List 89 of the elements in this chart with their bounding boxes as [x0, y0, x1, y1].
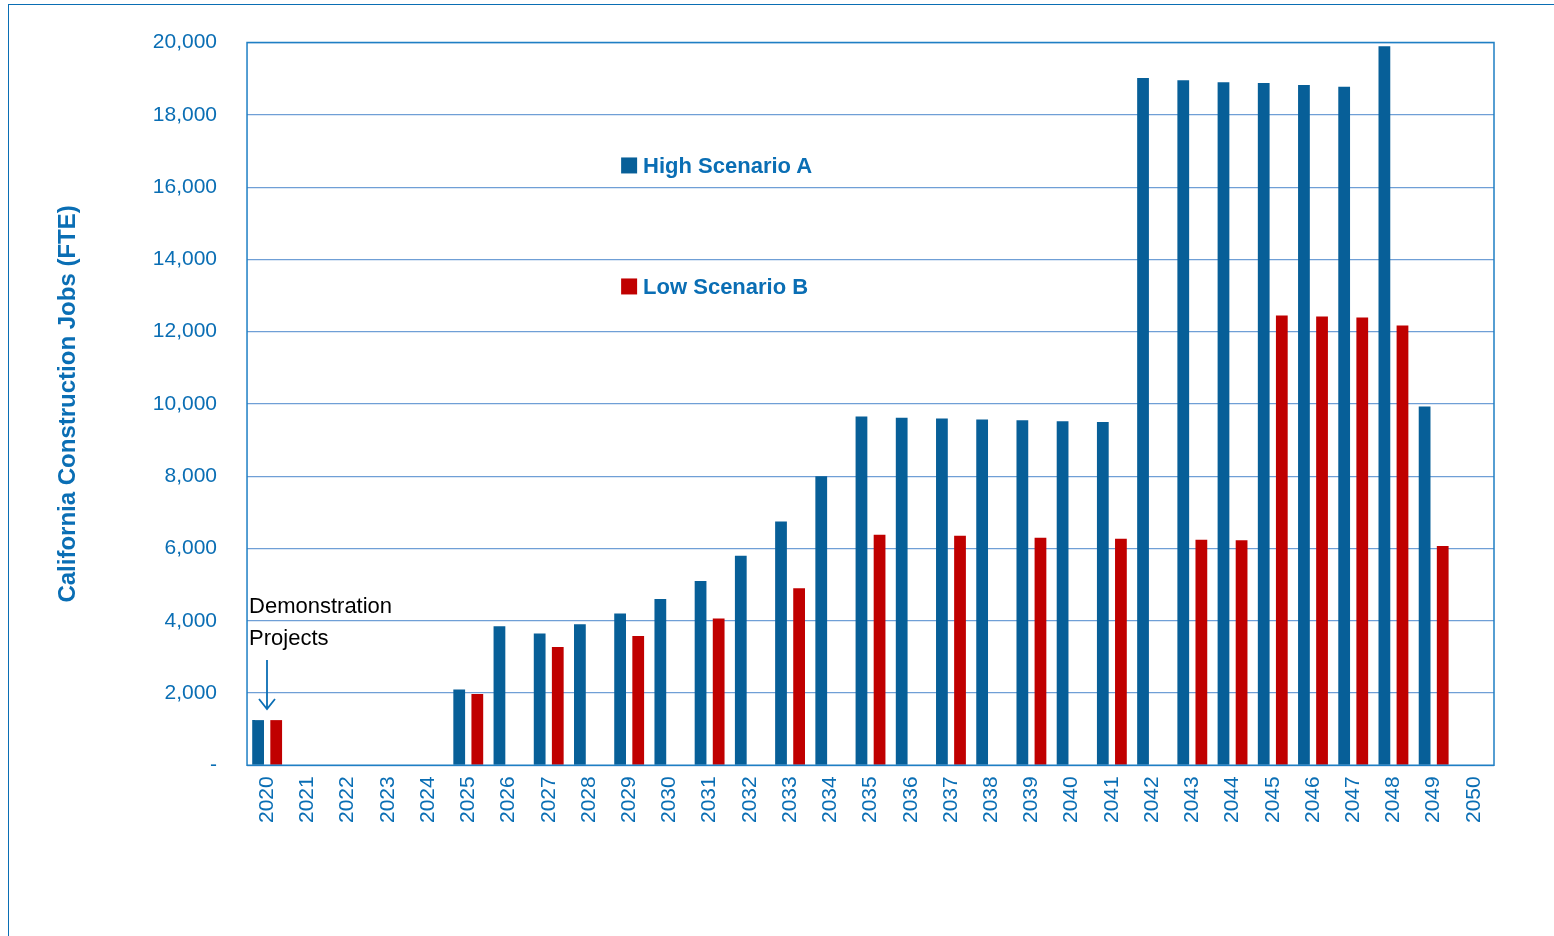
y-tick-label: 6,000 — [164, 535, 218, 559]
x-tick-label: 2034 — [817, 775, 841, 823]
bar — [1195, 539, 1208, 765]
bar — [1316, 316, 1328, 765]
bar — [1378, 46, 1391, 765]
x-tick-label: 2047 — [1340, 776, 1364, 823]
bar — [873, 534, 886, 765]
bar — [1016, 420, 1029, 765]
bar — [1034, 537, 1047, 765]
y-tick-label: 4,000 — [164, 607, 218, 631]
x-tick-label: 2021 — [294, 776, 318, 823]
bar — [270, 720, 283, 765]
x-tick-label: 2025 — [455, 776, 479, 823]
bar — [1137, 78, 1149, 765]
x-tick-label: 2023 — [374, 776, 398, 823]
x-tick-label: 2046 — [1299, 776, 1323, 823]
bar — [694, 581, 707, 765]
bar — [775, 521, 787, 765]
y-tick-label: 2,000 — [164, 679, 218, 703]
bar — [1275, 315, 1288, 765]
x-tick-label: 2040 — [1058, 776, 1082, 823]
bar — [533, 633, 546, 765]
x-tick-label: 2042 — [1138, 776, 1162, 823]
x-tick-label: 2038 — [977, 776, 1001, 823]
y-tick-label: 14,000 — [152, 246, 218, 270]
bar — [895, 417, 908, 765]
bar — [1115, 538, 1127, 765]
x-tick-label: 2020 — [253, 776, 277, 823]
bar — [1356, 317, 1369, 765]
x-tick-label: 2037 — [937, 776, 961, 823]
y-tick-label: 20,000 — [152, 29, 218, 53]
y-tick-label: 12,000 — [152, 318, 218, 342]
y-tick-label: 8,000 — [164, 463, 218, 487]
bar — [954, 535, 966, 765]
bar — [1338, 86, 1351, 765]
x-tick-label: 2029 — [615, 776, 639, 823]
bar — [1235, 540, 1248, 765]
bar — [1257, 83, 1270, 765]
bar — [855, 416, 868, 765]
x-tick-label: 2032 — [736, 776, 760, 823]
x-tick-label: 2035 — [857, 776, 881, 823]
bar — [471, 694, 484, 765]
bar — [654, 599, 667, 765]
bar — [1298, 84, 1310, 765]
x-tick-label: 2045 — [1259, 776, 1283, 823]
x-tick-label: 2041 — [1098, 776, 1122, 823]
x-tick-label: 2033 — [776, 776, 800, 823]
y-tick-label: 18,000 — [152, 101, 218, 125]
y-tick-label: - — [210, 752, 218, 776]
bar — [815, 476, 828, 765]
bar — [453, 689, 466, 765]
x-tick-label: 2027 — [535, 776, 559, 823]
x-tick-label: 2050 — [1460, 776, 1484, 823]
legend-label: Low Scenario B — [643, 273, 809, 299]
bar — [1177, 80, 1190, 765]
y-tick-label: 16,000 — [152, 173, 218, 197]
x-tick-label: 2030 — [656, 776, 680, 823]
x-tick-label: 2026 — [495, 776, 519, 823]
bar — [252, 720, 264, 765]
y-tick-label: 10,000 — [152, 390, 218, 414]
x-tick-label: 2036 — [897, 776, 921, 823]
bar — [614, 613, 626, 765]
bar — [936, 418, 948, 765]
bar — [976, 419, 989, 765]
bar — [493, 626, 506, 765]
bar — [793, 588, 805, 765]
bar — [734, 555, 747, 765]
x-tick-label: 2024 — [414, 775, 438, 823]
y-axis-title: California Construction Jobs (FTE) — [53, 205, 81, 603]
bar — [1056, 421, 1069, 765]
x-tick-label: 2039 — [1018, 776, 1042, 823]
x-tick-label: 2028 — [575, 776, 599, 823]
bar — [632, 635, 645, 765]
x-tick-label: 2031 — [696, 776, 720, 823]
x-tick-label: 2049 — [1420, 776, 1444, 823]
bar — [574, 624, 586, 765]
legend-label: High Scenario A — [643, 152, 813, 178]
bar — [1096, 422, 1109, 765]
x-tick-label: 2043 — [1179, 776, 1203, 823]
x-tick-label: 2044 — [1219, 775, 1243, 823]
annotation: Demonstration Projects — [249, 593, 393, 651]
bar — [1217, 82, 1230, 765]
x-tick-label: 2022 — [334, 776, 358, 823]
bar — [1436, 545, 1449, 765]
bar — [551, 647, 564, 765]
x-tick-label: 2048 — [1380, 776, 1404, 823]
bar — [1418, 406, 1431, 765]
bar — [1396, 325, 1409, 765]
bar — [712, 618, 725, 765]
